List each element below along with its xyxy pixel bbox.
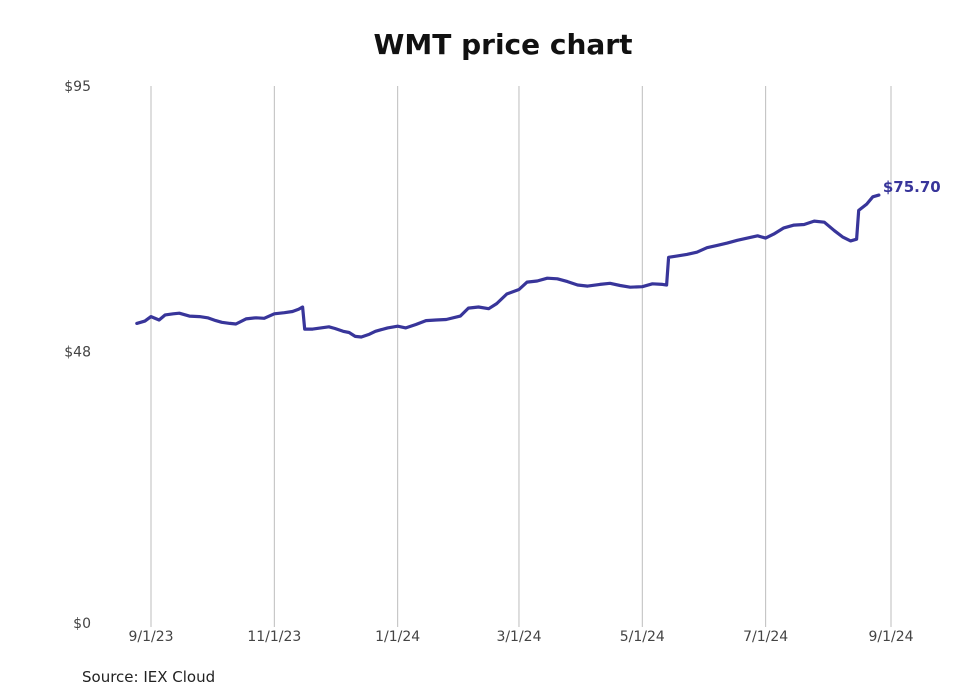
price-line bbox=[135, 193, 881, 339]
x-tick-label: 9/1/24 bbox=[868, 629, 913, 645]
x-tick-label: 5/1/24 bbox=[620, 629, 665, 645]
chart-title: WMT price chart bbox=[373, 28, 633, 61]
y-tick-label: $48 bbox=[64, 345, 91, 361]
x-axis-labels: 9/1/23 11/1/23 1/1/24 3/1/24 5/1/24 7/1/24 9/1… bbox=[128, 629, 913, 645]
y-tick-label: $0 bbox=[73, 616, 91, 632]
source-note: Source: IEX Cloud bbox=[82, 668, 216, 686]
x-tick-label: 1/1/24 bbox=[375, 629, 420, 645]
x-gridlines bbox=[150, 86, 892, 627]
y-tick-label: $95 bbox=[64, 79, 91, 95]
x-tick-label: 7/1/24 bbox=[743, 629, 788, 645]
x-tick-label: 9/1/23 bbox=[128, 629, 173, 645]
x-tick-label: 11/1/23 bbox=[247, 629, 301, 645]
x-tick-label: 3/1/24 bbox=[496, 629, 541, 645]
y-axis-labels: $95 $48 $0 bbox=[64, 79, 91, 632]
last-value-label: $75.70 bbox=[883, 178, 941, 196]
